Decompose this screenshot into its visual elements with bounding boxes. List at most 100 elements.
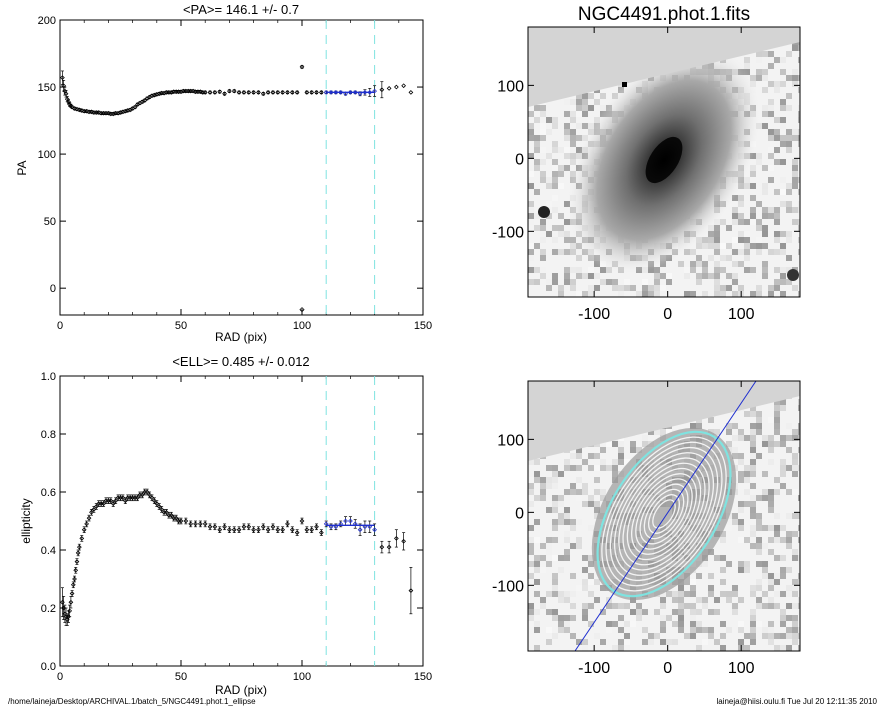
noise-pixel [780,279,786,285]
noise-pixel [570,453,576,459]
noise-pixel [558,555,564,561]
x-tick-label: 100 [293,671,311,683]
noise-pixel [726,285,732,291]
noise-pixel [756,495,762,501]
noise-pixel [540,543,546,549]
noise-pixel [798,219,800,225]
noise-pixel [726,291,732,297]
noise-pixel [780,105,786,111]
noise-pixel [660,591,666,597]
noise-pixel [552,195,558,201]
noise-pixel [774,147,780,153]
noise-pixel [558,615,564,621]
noise-pixel [612,621,618,627]
noise-pixel [786,93,792,99]
noise-pixel [768,549,774,555]
noise-pixel [690,615,696,621]
data-point [251,527,256,533]
noise-pixel [660,615,666,621]
noise-pixel [750,633,756,639]
noise-pixel [600,495,606,501]
noise-pixel [774,591,780,597]
noise-pixel [768,285,774,291]
noise-pixel [528,561,534,567]
noise-pixel [618,639,624,645]
noise-pixel [564,165,570,171]
noise-pixel [738,219,744,225]
pa-y-axis-label: PA [15,160,29,175]
noise-pixel [540,219,546,225]
noise-pixel [756,219,762,225]
noise-pixel [618,615,624,621]
noise-pixel [762,435,768,441]
noise-pixel [762,213,768,219]
pa-plot-title: <PA>= 146.1 +/- 0.7 [183,2,299,17]
contour-line [631,473,697,555]
noise-pixel [768,81,774,87]
noise-pixel [714,597,720,603]
noise-pixel [780,483,786,489]
noise-pixel [636,447,642,453]
noise-pixel [720,591,726,597]
noise-pixel [582,99,588,105]
noise-pixel [756,423,762,429]
noise-pixel [714,639,720,645]
noise-pixel [672,609,678,615]
y-tick-label: 0.6 [41,487,56,499]
noise-pixel [528,501,534,507]
y-tick-label: -100 [492,224,524,241]
noise-pixel [576,99,582,105]
noise-pixel [582,483,588,489]
noise-pixel [546,177,552,183]
noise-pixel [732,519,738,525]
noise-pixel [786,279,792,285]
noise-pixel [714,225,720,231]
noise-pixel [792,285,798,291]
noise-pixel [564,201,570,207]
noise-pixel [780,135,786,141]
noise-pixel [786,135,792,141]
noise-pixel [540,603,546,609]
noise-pixel [552,141,558,147]
noise-pixel [534,621,540,627]
noise-pixel [786,627,792,633]
noise-pixel [708,591,714,597]
noise-pixel [750,441,756,447]
noise-pixel [756,69,762,75]
data-point [68,599,74,605]
noise-pixel [774,633,780,639]
pa-plot-frame [59,19,424,316]
noise-pixel [582,609,588,615]
noise-pixel [552,123,558,129]
noise-pixel [786,525,792,531]
noise-pixel [732,213,738,219]
noise-pixel [774,525,780,531]
noise-pixel [774,117,780,123]
noise-pixel [744,219,750,225]
noise-pixel [588,285,594,291]
data-point [265,527,271,533]
noise-pixel [756,201,762,207]
noise-pixel [798,207,800,213]
noise-pixel [798,405,800,411]
noise-pixel [546,591,552,597]
noise-pixel [552,165,558,171]
noise-pixel [744,633,750,639]
y-tick-label: 1.0 [41,371,56,383]
noise-pixel [744,255,750,261]
noise-pixel [798,555,800,561]
noise-pixel [582,555,588,561]
noise-pixel [768,573,774,579]
noise-pixel [648,267,654,273]
noise-pixel [792,219,798,225]
noise-pixel [594,489,600,495]
noise-pixel [702,273,708,279]
star [622,82,627,87]
noise-pixel [606,603,612,609]
noise-pixel [786,591,792,597]
noise-pixel [534,579,540,585]
noise-pixel [708,243,714,249]
noise-pixel [564,153,570,159]
contour-image-axes: -100 0 100 -100 0 100 [492,381,800,677]
noise-pixel [684,273,690,279]
